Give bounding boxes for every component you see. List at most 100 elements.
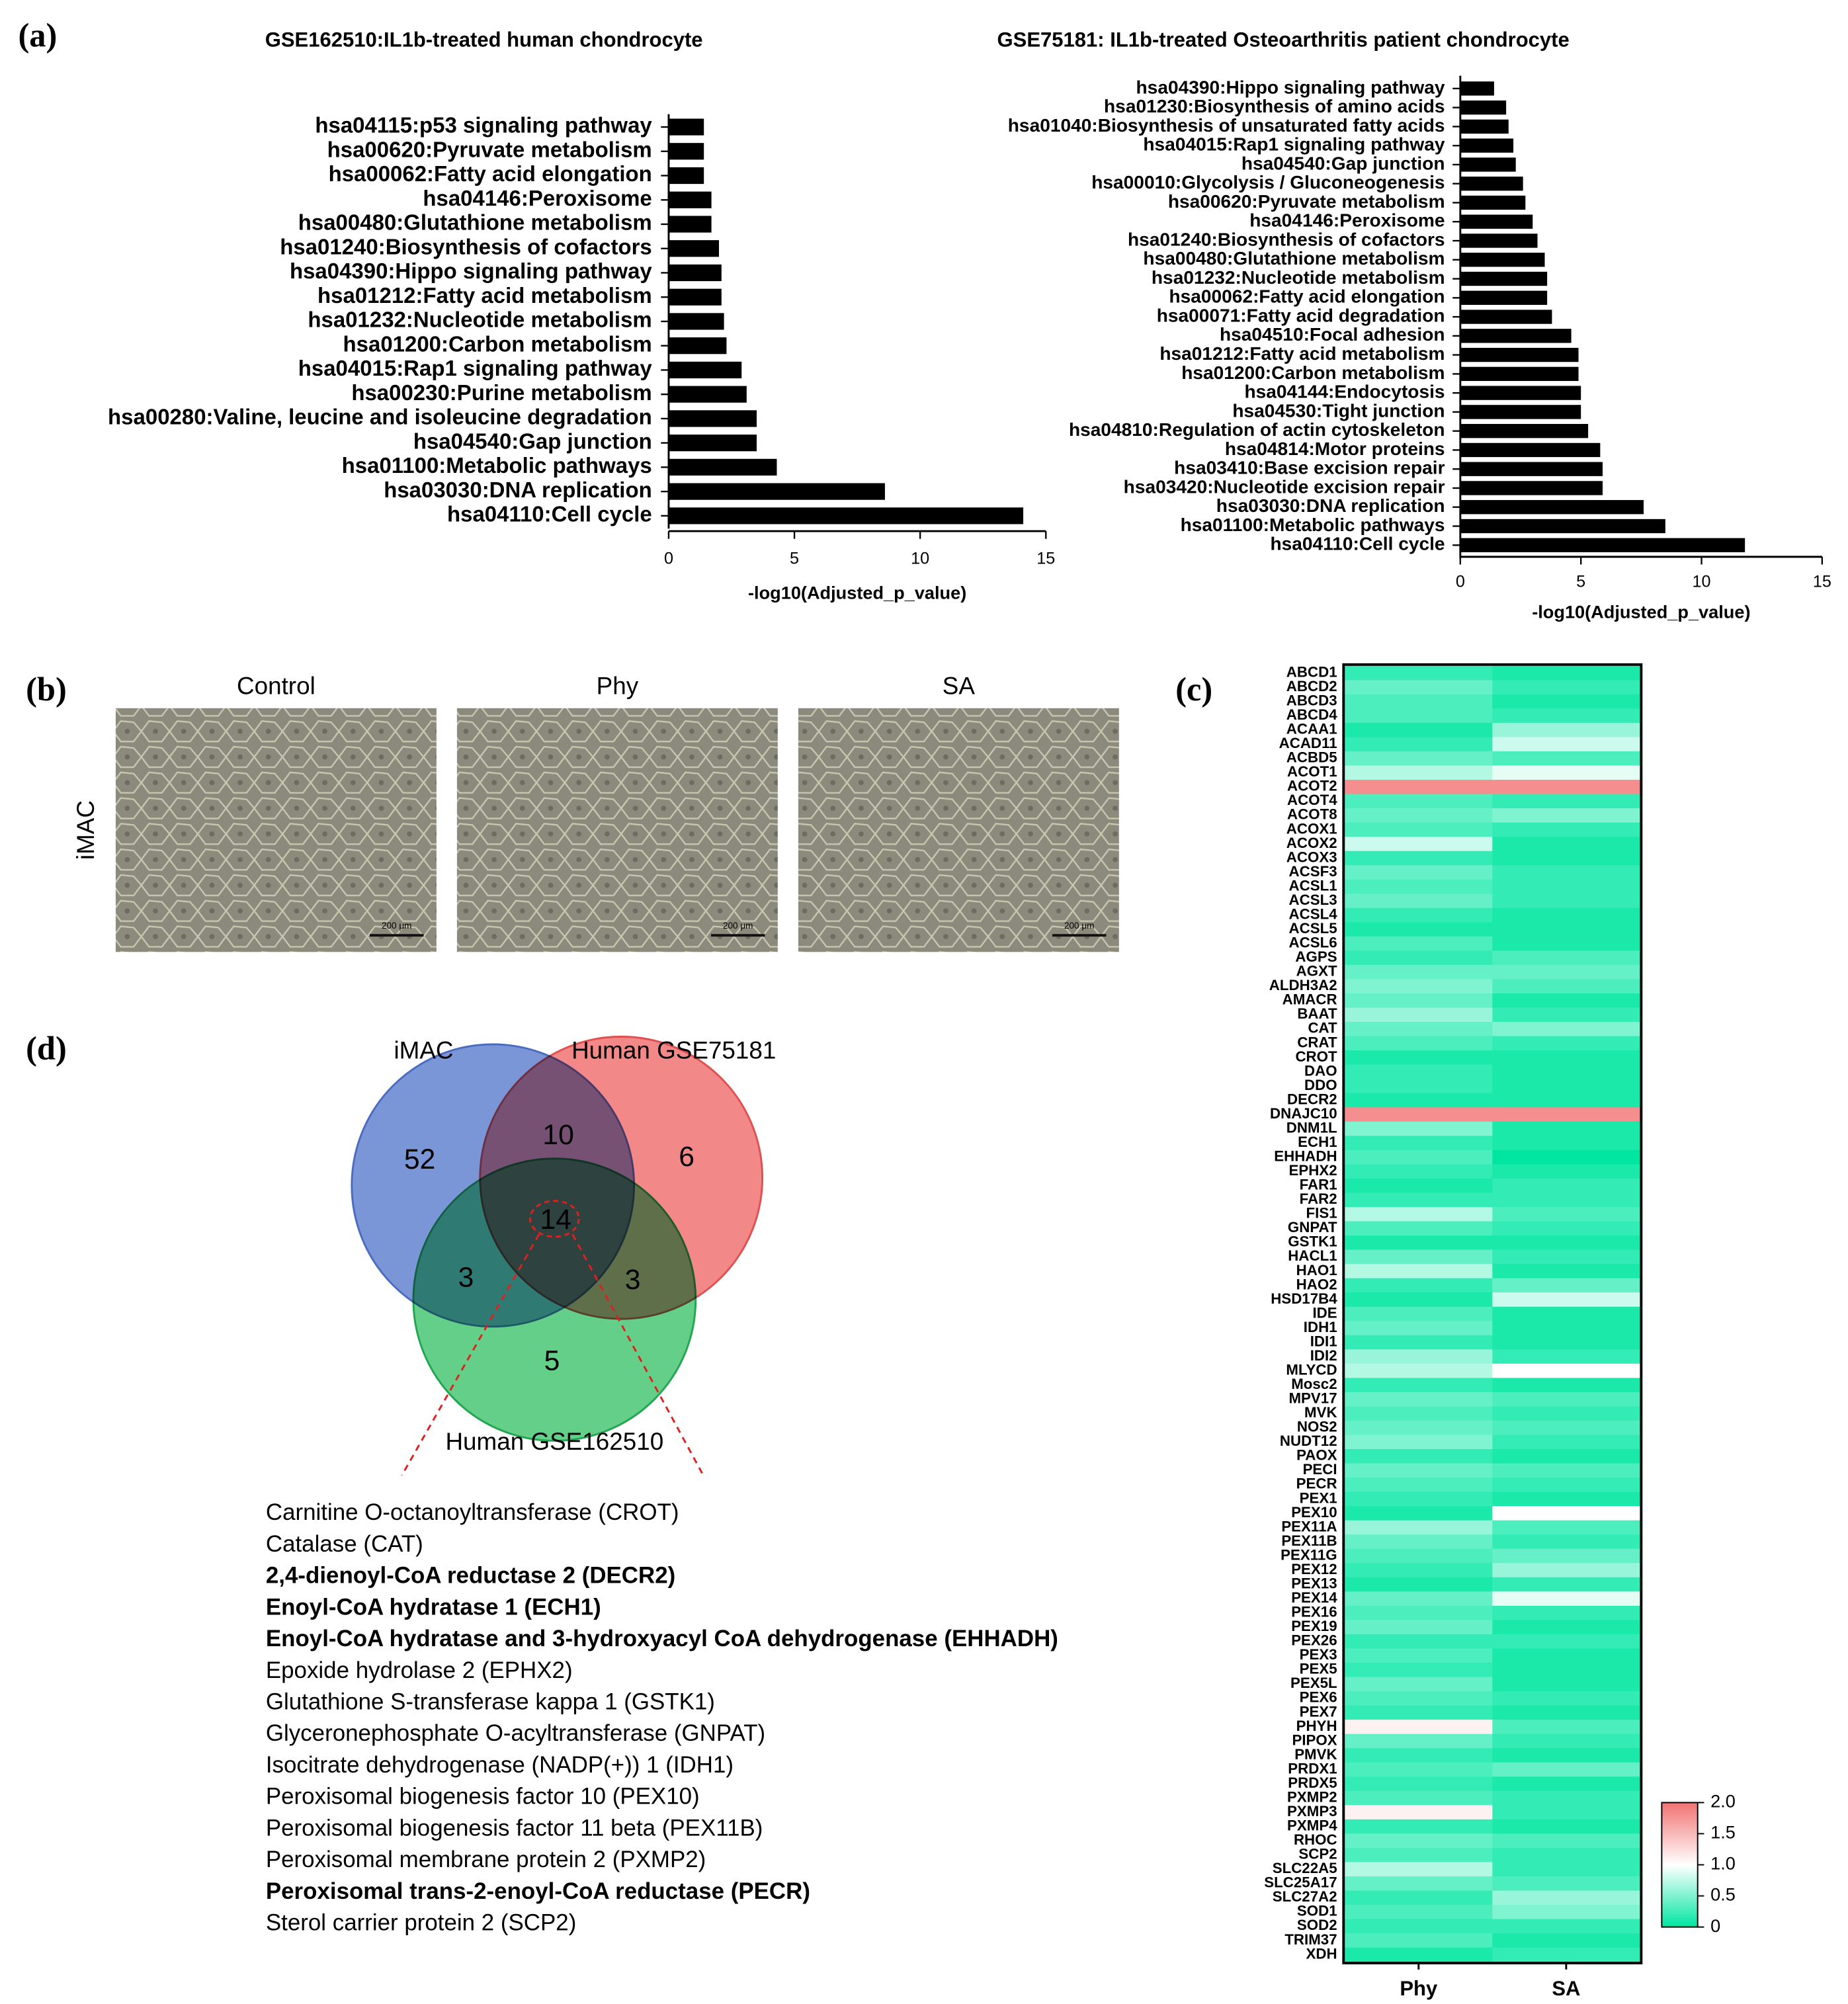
category-label: hsa00230:Purine metabolism (351, 380, 651, 405)
row-label: PECI (1303, 1461, 1337, 1478)
row-label: ACOT8 (1287, 806, 1337, 823)
row-label: PEX19 (1291, 1618, 1337, 1634)
heatmap-cell (1492, 865, 1641, 880)
heatmap-cell (1492, 1862, 1641, 1877)
heatmap-cell (1492, 964, 1641, 980)
bar (1460, 233, 1538, 248)
heatmap-cell (1492, 1306, 1641, 1322)
row-label: PHYH (1296, 1718, 1337, 1734)
heatmap-cell (1492, 1278, 1641, 1294)
row-label: DDO (1304, 1077, 1337, 1093)
heatmap-cell (1345, 751, 1493, 767)
heatmap-cell (1345, 1506, 1493, 1521)
heatmap-cell (1492, 808, 1641, 823)
row-label: PEX3 (1300, 1646, 1337, 1663)
category-label: hsa04015:Rap1 signaling pathway (298, 356, 653, 380)
heatmap-cell (1345, 1007, 1493, 1023)
heatmap-cell (1345, 1819, 1493, 1835)
heatmap-cell (1492, 922, 1641, 937)
heatmap-cell (1345, 1634, 1493, 1649)
category-label: hsa00062:Fatty acid elongation (329, 161, 652, 186)
colorbar-tick-label: 0 (1710, 1915, 1720, 1936)
heatmap-cell (1492, 1064, 1641, 1080)
row-label: ABCD4 (1286, 706, 1337, 723)
gene-item: Peroxisomal trans-2-enoyl-CoA reductase … (266, 1878, 810, 1904)
row-label: ACSL6 (1289, 935, 1337, 951)
heatmap-cell (1492, 1733, 1641, 1749)
colorbar (1661, 1802, 1699, 1928)
category-label: hsa01040:Biosynthesis of unsaturated fat… (1008, 115, 1445, 136)
panel-label: (d) (26, 1030, 67, 1067)
row-label: PAOX (1296, 1447, 1337, 1464)
row-label: SCP2 (1298, 1846, 1337, 1862)
heatmap-cell (1492, 1264, 1641, 1279)
row-label: ACOX3 (1286, 849, 1337, 865)
x-tick-label: 15 (1036, 549, 1055, 567)
set-label: iMAC (394, 1036, 453, 1064)
set-label: Human GSE75181 (571, 1036, 776, 1064)
bar (668, 507, 1024, 524)
row-label: PEX1 (1300, 1489, 1337, 1506)
scale-bar-label: 200 μm (723, 921, 753, 931)
row-label: IDI2 (1310, 1347, 1337, 1364)
bar (668, 143, 704, 160)
image-label: Phy (597, 672, 639, 699)
row-label: EHHADH (1274, 1148, 1337, 1165)
x-tick-label: 0 (664, 549, 673, 567)
heatmap-cell (1492, 1591, 1641, 1607)
heatmap-cell (1345, 1762, 1493, 1778)
row-label: Mosc2 (1291, 1376, 1337, 1392)
heatmap-cell (1345, 1491, 1493, 1507)
heatmap-cell (1492, 1007, 1641, 1023)
row-label: FAR2 (1300, 1190, 1337, 1207)
heatmap-cell (1492, 907, 1641, 923)
heatmap-cell (1492, 1534, 1641, 1550)
category-label: hsa04115:p53 signaling pathway (315, 113, 652, 138)
row-label: HACL1 (1288, 1247, 1337, 1264)
heatmap-cell (1345, 780, 1493, 795)
row-label: ACOX1 (1286, 820, 1337, 837)
heatmap-cell (1492, 1933, 1641, 1948)
row-label: ALDH3A2 (1269, 977, 1337, 993)
heatmap-cell (1345, 1648, 1493, 1663)
row-label: MVK (1304, 1404, 1337, 1421)
heatmap-cell (1492, 1249, 1641, 1265)
bar (1460, 500, 1644, 515)
colorbar-tick-label: 0.5 (1710, 1884, 1736, 1905)
row-label: IDI1 (1310, 1333, 1337, 1349)
heatmap-cell (1345, 1548, 1493, 1564)
heatmap-cell (1345, 1733, 1493, 1749)
heatmap-cell (1492, 1876, 1641, 1892)
colorbar-tick-label: 1.0 (1710, 1853, 1736, 1874)
category-label: hsa01240:Biosynthesis of cofactors (1128, 229, 1445, 249)
heatmap-cell (1492, 1478, 1641, 1493)
category-label: hsa00280:Valine, leucine and isoleucine … (108, 405, 652, 429)
row-label: ACSL1 (1289, 877, 1337, 894)
heatmap-cell (1345, 1776, 1493, 1792)
heatmap-cell (1345, 1064, 1493, 1080)
heatmap-cell (1345, 1192, 1493, 1208)
bar (1460, 271, 1548, 286)
category-label: hsa03410:Base excision repair (1174, 458, 1445, 478)
heatmap-cell (1345, 1705, 1493, 1721)
heatmap-cell (1345, 722, 1493, 738)
category-label: hsa00071:Fatty acid degradation (1157, 305, 1445, 325)
heatmap-cell (1492, 1406, 1641, 1421)
row-label: ABCD3 (1286, 692, 1337, 708)
heatmap-cell (1345, 1463, 1493, 1479)
venn-highlight (529, 1200, 580, 1238)
heatmap-cell (1492, 1107, 1641, 1122)
venn-circles (351, 1035, 764, 1442)
chart-title: GSE162510:IL1b-treated human chondrocyte (265, 28, 703, 51)
x-tick-label: 10 (911, 549, 929, 567)
heatmap-cell (1492, 1548, 1641, 1564)
bar (1460, 100, 1507, 115)
heatmap-cell (1492, 1335, 1641, 1351)
heatmap-cell (1492, 1648, 1641, 1663)
row-label: PRDX5 (1288, 1774, 1337, 1791)
row-label: AGXT (1296, 963, 1337, 980)
heatmap-cell (1345, 1534, 1493, 1550)
heatmap-cell (1492, 1720, 1641, 1735)
heatmap-cell (1492, 993, 1641, 1009)
